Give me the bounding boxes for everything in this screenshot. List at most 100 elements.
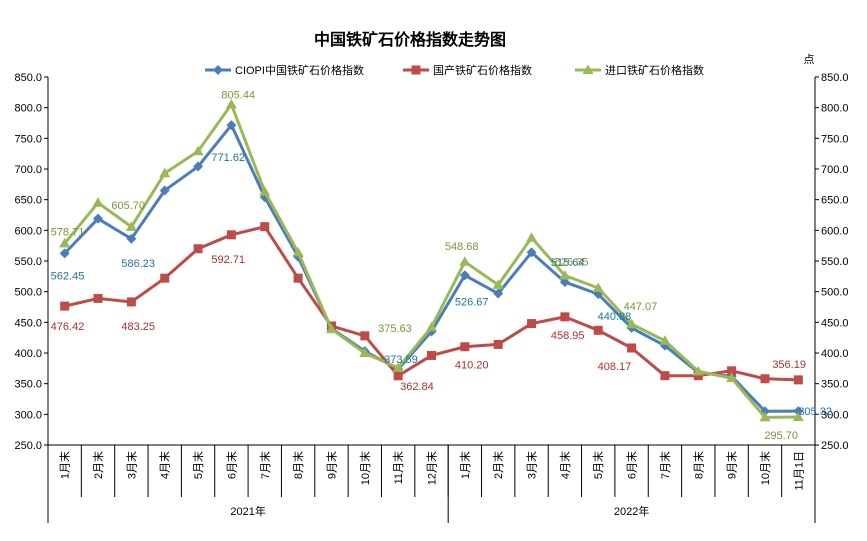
data-label: 515.64 xyxy=(551,257,585,269)
data-point-triangle xyxy=(659,335,671,345)
data-point-triangle xyxy=(359,347,371,357)
right-tick-label: 650.0 xyxy=(821,195,849,207)
series-2 xyxy=(59,98,804,422)
data-point-square xyxy=(193,244,203,254)
data-point-square xyxy=(760,374,770,384)
x-tick-label: 9月末 xyxy=(725,451,739,479)
legend-item: CIOPI中国铁矿石价格指数 xyxy=(205,63,364,77)
series-0 xyxy=(59,120,804,417)
data-point-diamond xyxy=(126,233,137,244)
data-point-square xyxy=(427,350,436,360)
data-point-square xyxy=(793,375,803,385)
chart-title: 中国铁矿石价格指数走势图 xyxy=(314,30,506,49)
data-label: 562.45 xyxy=(51,270,85,282)
data-label: 526.67 xyxy=(455,296,489,308)
data-point-triangle xyxy=(592,282,604,292)
data-point-square xyxy=(593,325,603,335)
x-tick-label: 11月末 xyxy=(391,451,405,484)
left-tick-label: 600.0 xyxy=(14,225,42,237)
data-point-triangle xyxy=(526,232,538,242)
x-tick-label: 12月末 xyxy=(425,451,439,485)
data-point-diamond xyxy=(793,406,804,417)
data-label: 476.42 xyxy=(51,321,85,333)
data-point-triangle xyxy=(392,362,404,372)
data-point-triangle xyxy=(192,145,204,156)
left-tick-label: 750.0 xyxy=(14,133,42,145)
data-label: 375.63 xyxy=(378,323,412,335)
year-group-label: 2021年 xyxy=(230,504,265,518)
legend-label: 国产铁矿石价格指数 xyxy=(433,63,532,77)
data-label: 526.35 xyxy=(555,257,589,269)
x-tick-label: 5月末 xyxy=(191,451,205,479)
data-label: 362.84 xyxy=(400,381,434,393)
legend-label: 进口铁矿石价格指数 xyxy=(605,63,704,77)
data-label: 578.71 xyxy=(51,226,85,238)
right-tick-label: 750.0 xyxy=(821,133,849,145)
data-point-square xyxy=(293,273,303,283)
data-label: 548.68 xyxy=(445,241,479,253)
data-point-square xyxy=(727,366,737,376)
data-point-triangle xyxy=(125,221,137,231)
series-1 xyxy=(60,222,803,385)
data-point-triangle xyxy=(792,411,804,421)
axes: 250.0 250.0 300.0 300.0 350.0 350.0 400.0 400.0… xyxy=(14,72,849,523)
data-point-diamond xyxy=(226,120,237,131)
data-label: 440.88 xyxy=(598,311,632,323)
data-point-triangle xyxy=(759,411,771,422)
right-tick-label: 600.0 xyxy=(821,225,849,237)
right-axis-unit: 点 xyxy=(804,53,815,66)
data-point-triangle xyxy=(92,197,104,207)
data-point-diamond xyxy=(93,213,104,224)
x-tick-label: 6月末 xyxy=(625,451,639,479)
legend-item: 进口铁矿石价格指数 xyxy=(575,63,704,77)
data-label: 586.23 xyxy=(121,258,155,270)
data-point-triangle xyxy=(159,167,171,178)
data-label: 373.59 xyxy=(384,354,418,366)
right-tick-label: 400.0 xyxy=(821,348,849,360)
data-point-square xyxy=(560,312,570,322)
series-layer xyxy=(59,98,804,422)
left-tick-label: 350.0 xyxy=(14,379,42,391)
right-tick-label: 550.0 xyxy=(821,256,849,268)
data-label: 805.44 xyxy=(221,89,255,101)
data-point-triangle xyxy=(626,318,638,329)
right-tick-label: 300.0 xyxy=(821,409,849,421)
legend: CIOPI中国铁矿石价格指数 国产铁矿石价格指数 进口铁矿石价格指数 xyxy=(205,63,704,77)
left-tick-label: 500.0 xyxy=(14,287,42,299)
x-tick-label: 6月末 xyxy=(224,451,238,479)
x-tick-label: 3月末 xyxy=(124,451,138,479)
data-label: 305.32 xyxy=(798,406,832,418)
left-tick-label: 650.0 xyxy=(14,195,42,207)
data-label: 447.07 xyxy=(624,301,658,313)
x-tick-label: 4月末 xyxy=(158,451,172,479)
x-tick-label: 10月末 xyxy=(758,451,772,485)
data-point-triangle xyxy=(582,64,594,74)
data-point-triangle xyxy=(726,372,738,383)
legend-item: 国产铁矿石价格指数 xyxy=(403,63,532,77)
left-tick-label: 450.0 xyxy=(14,317,42,329)
data-point-square xyxy=(126,297,136,307)
data-point-diamond xyxy=(159,185,170,196)
left-tick-label: 800.0 xyxy=(14,103,42,115)
data-point-triangle xyxy=(492,279,504,289)
right-tick-label: 450.0 xyxy=(821,317,849,329)
data-point-diamond xyxy=(193,161,204,172)
x-tick-label: 11月1日 xyxy=(793,451,805,491)
x-tick-label: 1月末 xyxy=(58,451,72,479)
data-label: 592.71 xyxy=(211,254,245,266)
data-point-triangle xyxy=(426,321,437,332)
data-label: 483.25 xyxy=(121,321,155,333)
left-tick-label: 300.0 xyxy=(14,409,42,421)
data-label: 295.70 xyxy=(764,430,798,442)
x-tick-label: 8月末 xyxy=(291,451,305,479)
data-point-square xyxy=(160,273,170,283)
data-point-diamond xyxy=(59,248,70,259)
x-tick-label: 1月末 xyxy=(458,451,472,479)
data-point-square xyxy=(93,293,103,303)
data-point-diamond xyxy=(459,270,470,281)
legend-label: CIOPI中国铁矿石价格指数 xyxy=(235,63,364,77)
data-point-square xyxy=(226,230,236,240)
data-label: 458.95 xyxy=(551,330,585,342)
data-point-diamond xyxy=(526,247,537,258)
